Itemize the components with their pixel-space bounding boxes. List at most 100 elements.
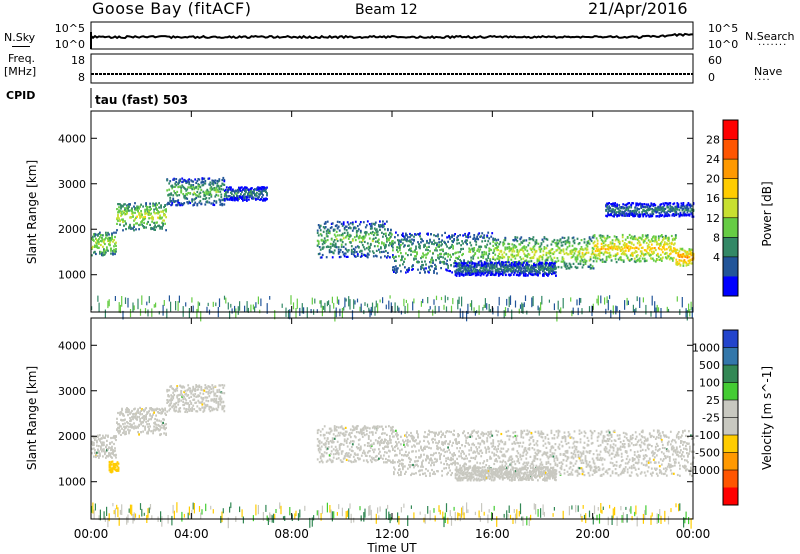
velocity-cell: [129, 417, 131, 420]
power-cell: [517, 254, 520, 257]
velocity-cell: [162, 426, 164, 429]
power-cell: [647, 246, 650, 249]
power-cell: [642, 205, 645, 208]
power-cell: [675, 207, 678, 210]
power-cell: [203, 177, 206, 180]
velocity-cell: [135, 413, 137, 416]
power-cell: [644, 237, 647, 241]
power-cell: [542, 240, 545, 243]
power-cell: [504, 236, 507, 239]
power-cell: [638, 203, 641, 206]
power-cell: [215, 201, 218, 204]
power-cell: [344, 252, 347, 255]
power-cell: [614, 213, 616, 216]
power-cell: [586, 245, 589, 248]
power-cell: [186, 188, 189, 191]
velocity-cell: [221, 406, 224, 409]
power-cell: [666, 239, 669, 242]
power-cell: [342, 223, 345, 226]
power-cell: [540, 242, 543, 245]
power-cell: [319, 248, 322, 251]
power-cell: [439, 261, 441, 264]
power-cell: [621, 213, 624, 216]
velocity-cell: [155, 428, 157, 431]
velocity-cell: [101, 450, 103, 453]
power-cell: [638, 215, 641, 218]
velocity-cell: [119, 411, 121, 414]
power-cell: [170, 192, 173, 195]
power-cell: [551, 259, 554, 262]
power-cell: [96, 246, 98, 249]
power-cell: [354, 239, 357, 242]
power-cell: [623, 207, 626, 210]
power-cell: [386, 220, 388, 223]
power-cell: [609, 247, 612, 250]
power-noise-cell: [328, 300, 330, 305]
power-cell: [378, 242, 380, 245]
power-cell: [522, 269, 525, 273]
power-cell: [489, 248, 492, 251]
velocity-cell: [125, 432, 127, 435]
power-cell: [383, 242, 385, 245]
power-cell: [149, 202, 151, 205]
power-noise-cell: [281, 303, 283, 308]
velocity-cell: [329, 427, 332, 430]
power-cell: [637, 208, 640, 211]
power-cell: [499, 272, 502, 275]
power-cell: [397, 267, 399, 270]
velocity-cell: [215, 395, 218, 398]
velocity-cell: [120, 433, 122, 436]
power-cell: [642, 213, 645, 216]
power-cell: [209, 187, 212, 190]
velocity-cell: [167, 395, 170, 398]
power-cell: [240, 193, 242, 196]
power-cell: [491, 267, 494, 270]
power-cell: [579, 255, 582, 258]
power-cell: [551, 252, 554, 255]
power-cell: [606, 206, 608, 209]
power-cell: [617, 258, 620, 261]
velocity-cell: [350, 431, 353, 434]
velocity-cell: [336, 452, 339, 455]
power-cell: [516, 254, 519, 257]
power-noise-cell: [119, 304, 121, 314]
power-cell: [349, 241, 352, 244]
power-cell: [546, 267, 548, 270]
velocity-cell: [320, 441, 323, 444]
power-cell: [397, 239, 399, 242]
power-cell: [389, 241, 391, 245]
velocity-cell: [149, 407, 151, 410]
power-cell: [415, 257, 417, 260]
power-cell: [666, 211, 669, 214]
velocity-cell: [354, 453, 357, 456]
power-cell: [573, 242, 576, 245]
power-cell: [338, 256, 341, 259]
velocity-cell: [352, 455, 355, 458]
velocity-cell: [162, 418, 164, 421]
power-cell: [424, 243, 426, 246]
velocity-cell: [142, 430, 144, 433]
velocity-cell: [221, 391, 224, 395]
velocity-cell: [316, 438, 319, 441]
power-cell: [551, 240, 554, 243]
power-cell: [543, 272, 545, 276]
power-cell: [586, 242, 589, 245]
velocity-cell: [139, 411, 141, 414]
power-cell: [117, 203, 119, 206]
power-noise-cell: [97, 295, 99, 302]
velocity-cell: [328, 427, 331, 430]
power-cell: [665, 214, 668, 217]
power-noise-cell: [121, 296, 123, 307]
power-cell: [645, 241, 648, 245]
velocity-cell: [101, 443, 103, 446]
power-cell: [147, 212, 149, 215]
power-cell: [588, 237, 591, 240]
power-cell: [266, 192, 268, 195]
power-cell: [462, 234, 464, 237]
power-cell: [597, 249, 600, 252]
power-cell: [618, 240, 621, 243]
power-cell: [413, 257, 415, 260]
power-cell: [337, 248, 340, 251]
power-cell: [612, 202, 614, 205]
power-cell: [618, 242, 621, 245]
